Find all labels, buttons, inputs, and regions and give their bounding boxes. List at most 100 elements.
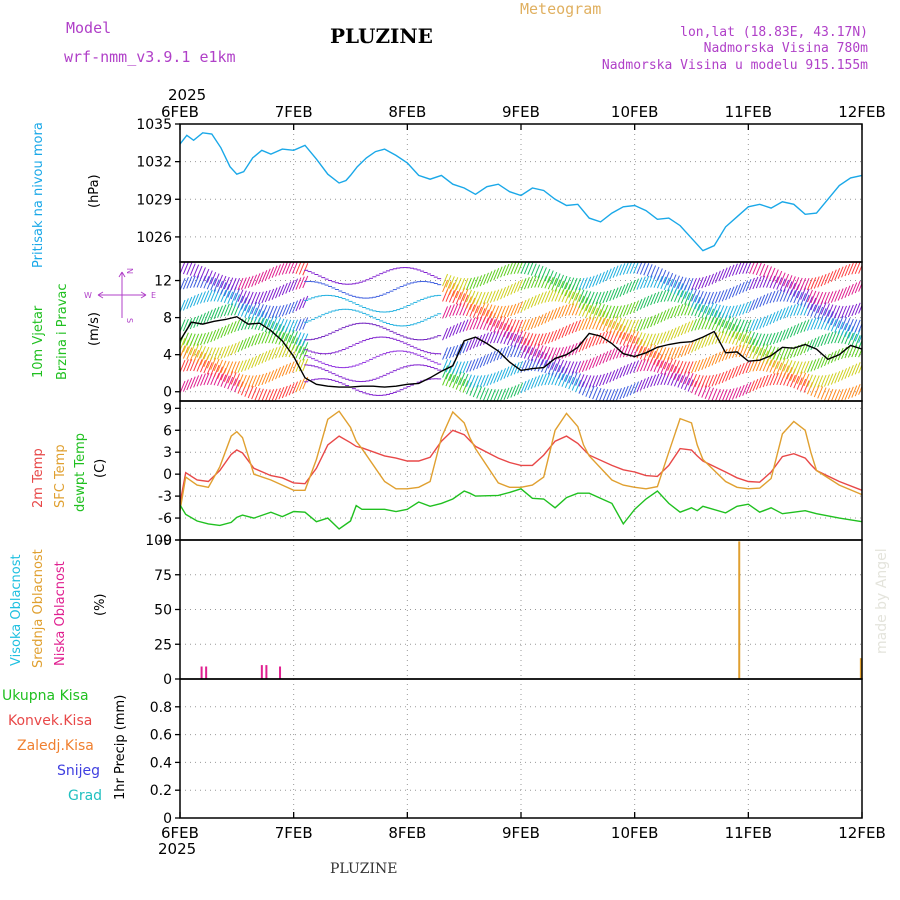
wind-barb: [858, 363, 862, 374]
wind-barb: [830, 305, 837, 318]
wind-barb: [783, 365, 790, 378]
wind-barb: [462, 380, 469, 393]
wind-barb: [673, 374, 680, 387]
wind-barb: [697, 358, 704, 372]
wind-barb: [510, 344, 517, 358]
wind-barb: [806, 374, 813, 387]
wind-barb: [445, 289, 452, 302]
wind-barb: [199, 312, 206, 326]
wind-barb: [217, 327, 223, 340]
wind-barb: [841, 388, 848, 401]
wind-barb: [858, 282, 862, 292]
wind-barb: [517, 279, 524, 292]
wind-barb: [240, 338, 247, 351]
y-tick-label: 1032: [136, 155, 172, 171]
wind-barb: [592, 291, 599, 305]
wind-barb: [247, 306, 254, 319]
wind-barb: [749, 319, 755, 332]
wind-barb: [656, 332, 663, 345]
wind-barb: [234, 379, 241, 393]
y-tick-label: 0.4: [150, 755, 172, 771]
wind-sublabel: Brzina i Pravac: [55, 283, 70, 380]
wind-barb: [725, 305, 732, 319]
wind-barb: [520, 299, 527, 313]
wind-barb: [769, 346, 776, 359]
wind-barb: [489, 290, 496, 303]
wind-barb: [605, 371, 612, 384]
wind-barb: [564, 361, 571, 374]
wind-barb: [725, 322, 732, 335]
wind-barb: [288, 319, 295, 333]
wind-barb: [663, 289, 670, 302]
wind-barb: [650, 292, 657, 306]
wind-barb: [540, 353, 547, 366]
wind-barb: [581, 290, 588, 303]
wind-barb: [479, 374, 486, 388]
wind-barb: [186, 358, 193, 372]
wind-barb: [660, 310, 667, 323]
wind-barb: [708, 302, 715, 316]
wind-barb: [592, 386, 599, 400]
wind-barb: [837, 305, 844, 319]
wind-barb: [711, 303, 718, 317]
wind-barb: [551, 363, 558, 376]
wind-barb: [503, 387, 510, 401]
wind-barb: [653, 266, 660, 280]
pressure-label: Pritisak na nivou mora: [31, 122, 46, 268]
wind-barb: [847, 332, 854, 346]
wind-barb: [257, 271, 264, 285]
wind-barb: [667, 329, 674, 342]
wind-barb: [708, 333, 715, 346]
wind-barb: [667, 364, 674, 377]
wind-barb: [817, 375, 824, 388]
wind-barb: [196, 374, 203, 387]
wind-barb: [268, 305, 275, 319]
wind-barb: [769, 275, 776, 289]
wind-barb: [762, 344, 769, 357]
wind-barb: [575, 361, 582, 374]
wind-barb: [711, 374, 718, 387]
wind-barb: [660, 276, 667, 290]
wind-barb: [789, 290, 796, 303]
wind-barb: [728, 264, 735, 278]
wind-barb: [493, 267, 500, 281]
wind-barb: [602, 312, 609, 325]
wind-barb: [213, 364, 220, 378]
wind-barb: [251, 274, 258, 287]
wind-barb: [271, 368, 278, 381]
wind-barb: [455, 303, 462, 316]
wind-barb: [820, 333, 827, 346]
wind-barb: [493, 289, 500, 302]
wind-barb: [585, 358, 592, 371]
wind-barb: [298, 318, 305, 331]
y-tick-label: -6: [158, 511, 172, 527]
wind-barb: [271, 388, 278, 401]
wind-barb: [210, 357, 217, 370]
wind-barb: [537, 333, 544, 346]
wind-barb: [718, 269, 725, 282]
wind-barb: [619, 345, 626, 358]
wind-barb: [841, 265, 848, 278]
x-tick-label-top: 6FEB: [161, 103, 199, 121]
y-tick-label: 9: [163, 401, 172, 417]
wind-barb: [755, 262, 762, 276]
wind-barb: [537, 351, 544, 364]
wind-barb: [547, 347, 554, 360]
wind-barb: [619, 284, 626, 297]
wind-barb: [694, 290, 701, 303]
wind-barb: [462, 278, 469, 291]
wind-barb: [694, 374, 701, 388]
wind-barb: [585, 276, 592, 290]
wind-barb: [851, 333, 858, 347]
wind-barb: [731, 305, 738, 318]
wind-barb: [285, 319, 292, 333]
wind-barb: [677, 290, 684, 303]
wind-barb: [813, 317, 820, 330]
wind-barb: [636, 319, 643, 332]
wind-barb: [506, 386, 513, 400]
wind-barb: [616, 346, 622, 359]
wind-barb: [568, 344, 575, 357]
wind-barb: [234, 341, 241, 354]
x-tick-label-top: 11FEB: [725, 103, 772, 121]
wind-barb: [193, 375, 200, 388]
